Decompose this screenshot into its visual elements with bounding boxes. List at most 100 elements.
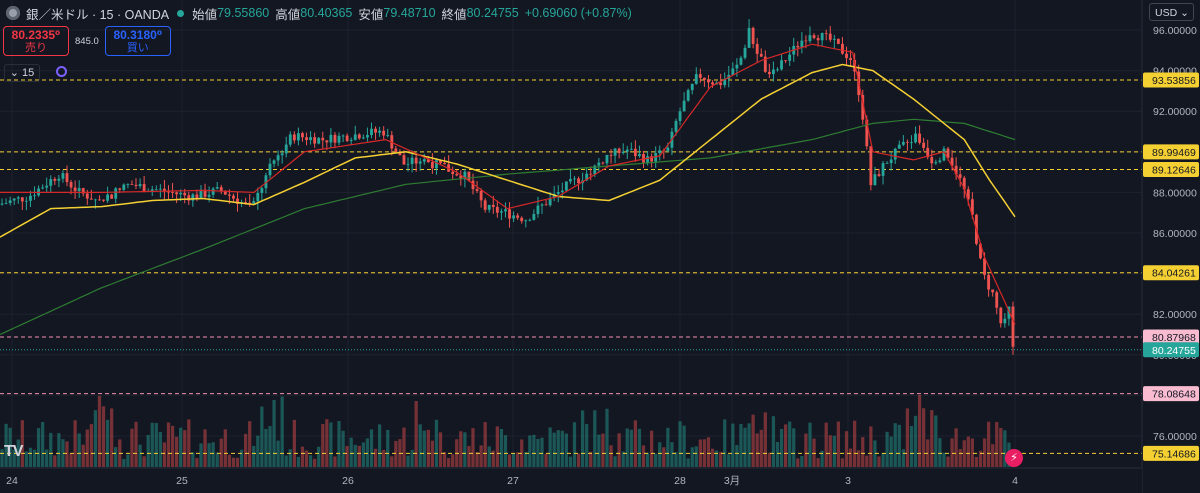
candle-body [179, 192, 183, 195]
candle-body [305, 137, 308, 141]
buy-button[interactable]: 80.3180⁰ 買い [104, 26, 171, 56]
candle-body [29, 195, 32, 201]
volume-bar [215, 452, 219, 467]
candle-body [118, 188, 122, 190]
candle-body [248, 202, 252, 204]
volume-bar [304, 450, 309, 467]
volume-bar [812, 438, 816, 467]
volume-bar [601, 433, 605, 467]
candle-body [776, 69, 779, 71]
candle-body [516, 215, 520, 218]
volume-bar [511, 453, 516, 467]
candle-body [747, 27, 751, 48]
candle-body [134, 184, 138, 186]
flash-icon[interactable]: ⚡ [1005, 449, 1023, 467]
horizontal-lines [0, 79, 1142, 454]
candle-body [987, 274, 991, 290]
candle-body [187, 195, 191, 201]
volume-bar [824, 422, 828, 467]
symbol-title[interactable]: 銀／米ドル · 15 · OANDA [26, 7, 170, 22]
candle-body [1011, 306, 1015, 347]
price-tick-label: 82.00000 [1153, 309, 1197, 321]
volume-bar [471, 428, 475, 467]
candle-body [150, 189, 154, 192]
candle-body [24, 200, 28, 202]
candle-body [223, 190, 227, 195]
volume-bar [325, 419, 329, 467]
volume-bar [357, 445, 361, 467]
candle-body [349, 139, 353, 141]
volume-bar [183, 430, 187, 467]
buy-price: 80.3180⁰ [113, 28, 163, 42]
candle-body [873, 174, 877, 186]
candle-body [832, 38, 836, 40]
volume-bar [779, 428, 784, 467]
volume-bar [788, 421, 792, 467]
volume-bar [105, 419, 110, 467]
candle-body [849, 58, 852, 60]
price-line-label: 93.53856 [1152, 75, 1196, 87]
candle-body [942, 148, 946, 161]
candle-body [467, 171, 471, 181]
candle-body [296, 133, 300, 141]
volume-bar [532, 434, 536, 467]
volume-bar [974, 456, 979, 467]
volume-bar [422, 430, 426, 467]
candle-body [702, 77, 706, 80]
candle-body [999, 307, 1003, 324]
time-tick-label: 27 [507, 475, 519, 487]
volume-bar [836, 421, 841, 467]
volume-bar [256, 435, 260, 467]
volume-bar [954, 428, 958, 467]
volume-bar [889, 436, 893, 467]
volume-bar [85, 429, 89, 467]
candle-body [236, 198, 239, 204]
candle-body [463, 171, 467, 180]
price-line-label: 89.12646 [1152, 165, 1196, 177]
volume-bar [743, 427, 747, 467]
candle-body [589, 173, 593, 175]
candle-body [386, 135, 390, 136]
candle-body [824, 32, 828, 34]
price-line-label: 89.99469 [1152, 147, 1196, 159]
volume-bar [702, 439, 707, 467]
moving-average-slow [0, 118, 1016, 336]
candle-body [841, 43, 844, 54]
volume-bar [1003, 430, 1007, 467]
volume-bar [313, 458, 317, 467]
candle-body [690, 83, 694, 91]
candle-body [361, 137, 365, 139]
sell-button[interactable]: 80.2335⁰ 売り [3, 26, 69, 56]
candle-body [61, 173, 65, 179]
candle-body [232, 195, 235, 199]
volume-bar [991, 444, 995, 467]
volume-bar [410, 449, 414, 467]
volume-bar [272, 399, 276, 467]
candle-body [167, 191, 170, 193]
volume-bar [187, 419, 191, 467]
interval-toggle[interactable]: ⌄ 15 [4, 64, 40, 82]
candle-body [922, 142, 926, 148]
candle-body [280, 153, 284, 156]
candle-body [301, 133, 304, 138]
candle-body [374, 128, 377, 133]
candle-body [682, 100, 686, 112]
volume-bar [369, 429, 374, 467]
time-tick-label: 3 [845, 475, 851, 487]
indicator-ring-icon[interactable] [56, 66, 67, 77]
currency-select[interactable]: USD ⌄ [1149, 3, 1194, 21]
volume-bar [564, 433, 568, 467]
volume-bar [978, 450, 983, 467]
candle-body [548, 197, 552, 206]
candle-body [540, 204, 544, 206]
candle-body [227, 194, 231, 196]
candle-body [723, 78, 727, 86]
volume-bar [580, 410, 585, 467]
volume-bar [386, 429, 390, 467]
volume-bar [126, 454, 130, 467]
candle-body [45, 185, 49, 188]
volume-bar [934, 415, 938, 467]
volume-bar [832, 435, 836, 467]
candle-body [751, 27, 755, 44]
